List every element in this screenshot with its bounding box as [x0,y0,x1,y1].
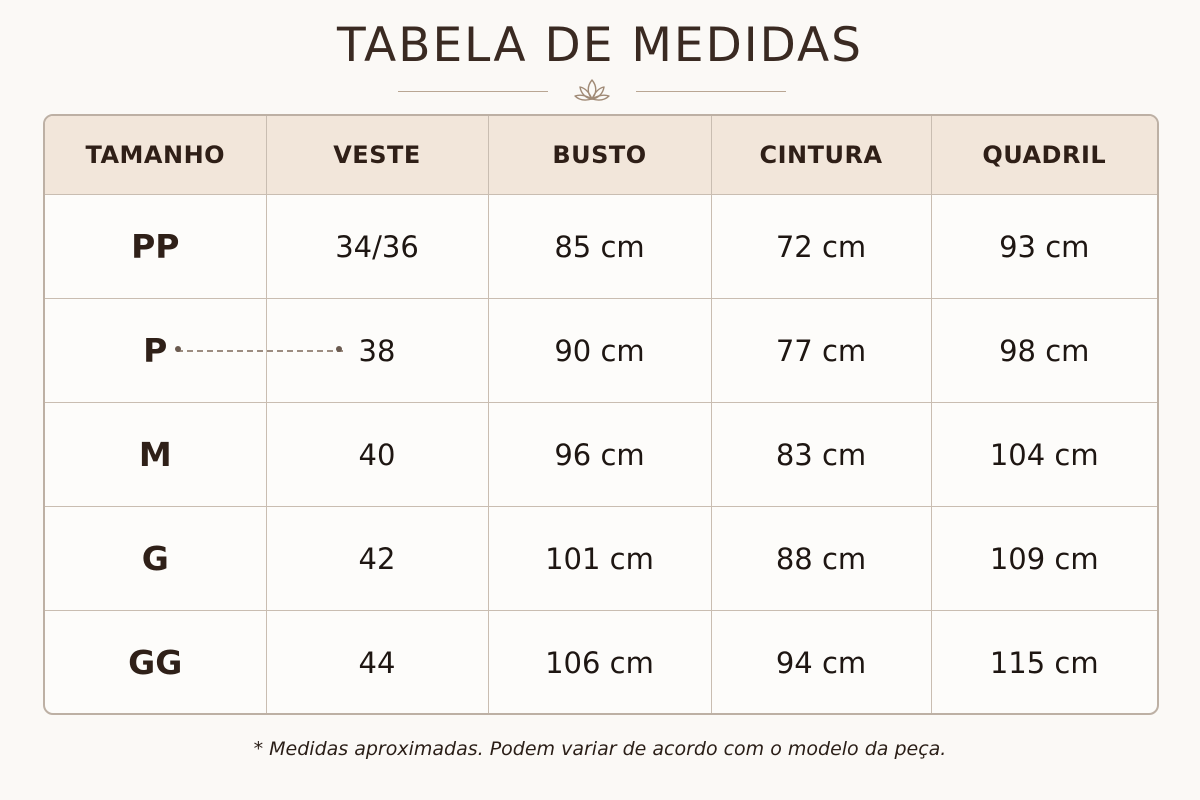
title-ornament [0,74,1200,108]
cintura-cell: 83 cm [710,402,932,507]
footnote: * Medidas aproximadas. Podem variar de a… [253,738,947,760]
size-table: TAMANHO VESTE BUSTO CINTURA QUADRIL PP 3… [43,114,1159,715]
table-header-row: TAMANHO VESTE BUSTO CINTURA QUADRIL [45,116,1157,195]
busto-cell: 90 cm [487,298,712,403]
size-cell: M [45,402,267,507]
busto-cell: 85 cm [487,194,712,299]
guide-dot-start [175,346,181,352]
table-row: GG 44 106 cm 94 cm 115 cm [45,610,1157,713]
page-title: TABELA DE MEDIDAS [337,18,863,73]
quadril-cell: 104 cm [930,402,1157,507]
veste-cell: 34/36 [265,194,489,299]
header-cintura: CINTURA [710,116,932,195]
header-quadril: QUADRIL [930,116,1157,195]
size-cell: GG [45,610,267,713]
dotted-guide-line [177,350,343,354]
cintura-cell: 88 cm [710,506,932,611]
header-tamanho: TAMANHO [45,116,267,195]
busto-cell: 96 cm [487,402,712,507]
table-row: G 42 101 cm 88 cm 109 cm [45,506,1157,611]
table-row: PP 34/36 85 cm 72 cm 93 cm [45,194,1157,299]
header-busto: BUSTO [487,116,712,195]
cintura-cell: 94 cm [710,610,932,713]
size-cell: PP [45,194,267,299]
cintura-cell: 72 cm [710,194,932,299]
lotus-icon [574,79,610,101]
ornament-line-right [636,91,786,92]
table-row: P 38 90 cm 77 cm 98 cm [45,298,1157,403]
busto-cell: 106 cm [487,610,712,713]
guide-dot-end [336,346,342,352]
quadril-cell: 93 cm [930,194,1157,299]
veste-cell: 42 [265,506,489,611]
veste-cell: 44 [265,610,489,713]
ornament-line-left [398,91,548,92]
table-row: M 40 96 cm 83 cm 104 cm [45,402,1157,507]
busto-cell: 101 cm [487,506,712,611]
header-veste: VESTE [265,116,489,195]
veste-cell: 40 [265,402,489,507]
quadril-cell: 98 cm [930,298,1157,403]
size-cell: G [45,506,267,611]
quadril-cell: 115 cm [930,610,1157,713]
quadril-cell: 109 cm [930,506,1157,611]
cintura-cell: 77 cm [710,298,932,403]
